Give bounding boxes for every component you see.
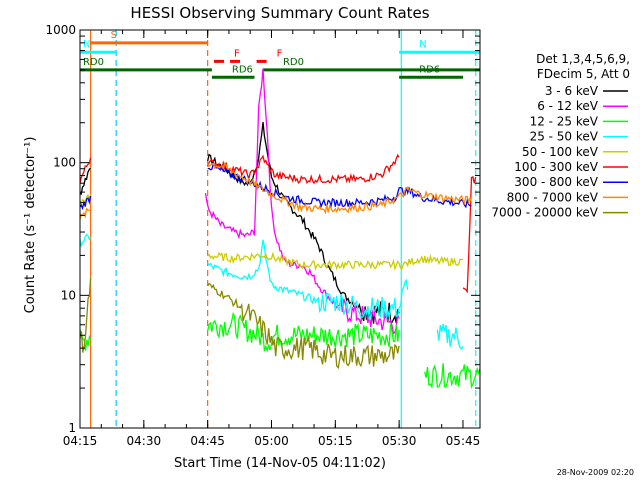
legend-label-8: 7000 - 20000 keV xyxy=(491,206,598,220)
x-tick-label-6: 05:45 xyxy=(446,434,481,448)
legend-label-1: 6 - 12 keV xyxy=(537,99,599,113)
annotation-label-4: F xyxy=(277,48,283,59)
chart-title: HESSI Observing Summary Count Rates xyxy=(130,4,429,22)
annotation-label-1: N xyxy=(83,39,90,50)
annotation-label-8: RD6 xyxy=(419,64,440,75)
legend-label-5: 100 - 300 keV xyxy=(514,160,598,174)
y-axis-label: Count Rate (s⁻¹ detector⁻¹) xyxy=(23,137,38,314)
series-line-3 xyxy=(80,233,464,350)
legend-label-7: 800 - 7000 keV xyxy=(507,190,599,204)
x-tick-label-2: 04:45 xyxy=(190,434,225,448)
plot-area xyxy=(80,30,480,428)
x-tick-label-4: 05:15 xyxy=(318,434,353,448)
x-tick-label-0: 04:15 xyxy=(63,434,98,448)
x-axis-label: Start Time (14-Nov-05 04:11:02) xyxy=(174,456,386,471)
annotation-label-2: N xyxy=(419,39,426,50)
x-tick-label-1: 04:30 xyxy=(127,434,162,448)
axis-layer: 04:15 04:30 04:45 05:00 05:15 05:30 05:45 1 10 10… xyxy=(45,23,481,448)
timestamp: 28-Nov-2009 02:20 xyxy=(557,468,634,477)
legend-header-line-2: FDecim 5, Att 0 xyxy=(537,67,630,81)
legend-label-0: 3 - 6 keV xyxy=(545,84,599,98)
x-tick-label-5: 05:30 xyxy=(382,434,417,448)
series-line-5 xyxy=(80,153,477,294)
legend-label-4: 50 - 100 keV xyxy=(522,145,599,159)
annotation-label-7: RD6 xyxy=(232,64,253,75)
legend-label-2: 12 - 25 keV xyxy=(530,114,599,128)
annotation-label-6: RD0 xyxy=(283,57,304,68)
legend-label-3: 25 - 50 keV xyxy=(530,130,599,144)
y-tick-label-2: 100 xyxy=(53,156,76,170)
series-line-7 xyxy=(80,162,473,222)
annotation-label-0: S xyxy=(111,30,117,41)
x-tick-label-3: 05:00 xyxy=(254,434,289,448)
series-line-2 xyxy=(80,311,480,390)
series-line-6 xyxy=(80,162,472,211)
y-tick-label-3: 1000 xyxy=(45,23,76,37)
legend-header-line-1: Det 1,3,4,5,6,9, xyxy=(536,52,630,66)
y-tick-label-1: 10 xyxy=(61,288,76,302)
annotation-label-3: F xyxy=(234,48,240,59)
plot-frame xyxy=(79,29,481,429)
annotation-label-5: RD0 xyxy=(83,57,104,68)
series-line-8 xyxy=(80,277,400,370)
legend-label-6: 300 - 800 keV xyxy=(514,175,598,189)
y-tick-label-0: 1 xyxy=(68,421,76,435)
